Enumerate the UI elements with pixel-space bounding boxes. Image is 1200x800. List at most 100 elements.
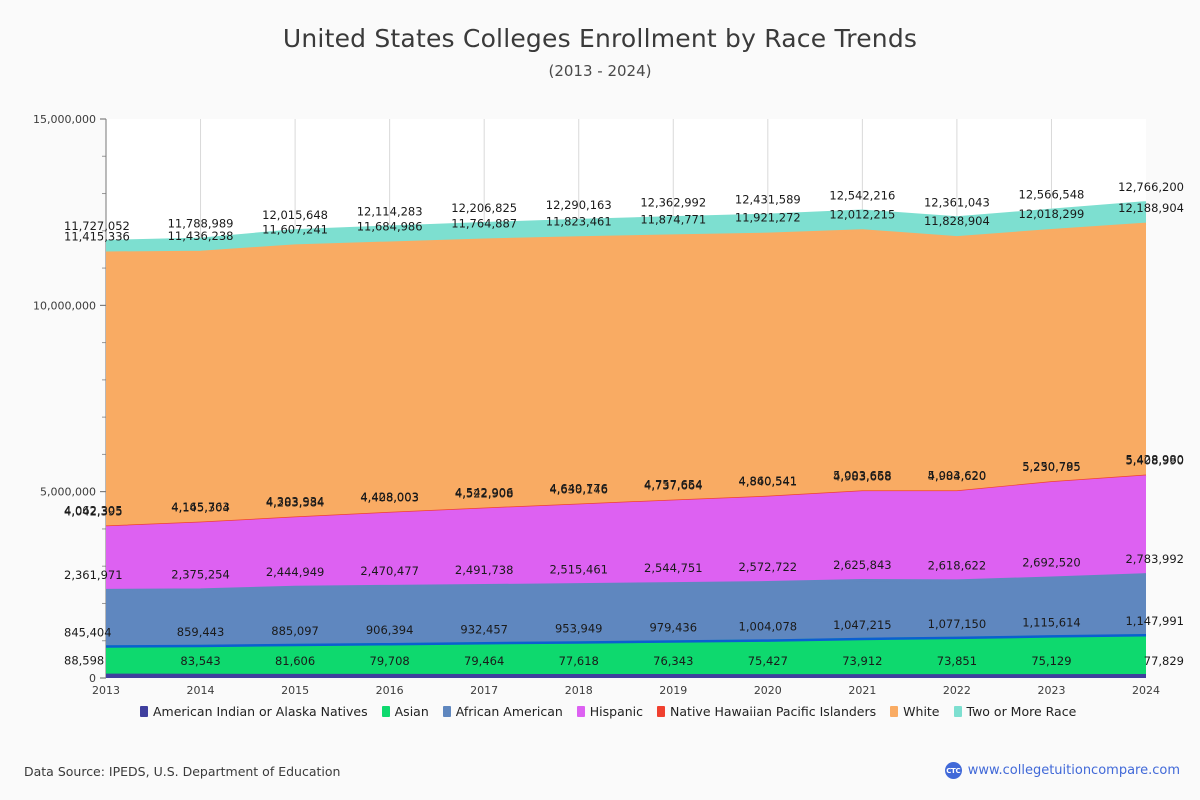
ctc-logo-icon: CTC: [944, 762, 962, 779]
data-point-label: 12,766,200: [1118, 180, 1184, 194]
data-point-label: 2,515,461: [549, 562, 608, 576]
legend-item[interactable]: Native Hawaiian Pacific Islanders: [657, 702, 876, 721]
data-point-label: 2,444,949: [266, 565, 325, 579]
data-point-label: 11,788,989: [168, 217, 234, 231]
x-axis-tick-label: 2014: [187, 684, 215, 697]
legend-label: African American: [455, 704, 563, 719]
site-link[interactable]: CTC www.collegetuitioncompare.com: [944, 762, 1180, 779]
data-point-label: 4,649,776: [549, 482, 608, 496]
legend-label: American Indian or Alaska Natives: [153, 704, 368, 719]
data-point-label: 5,250,785: [1022, 459, 1081, 473]
x-axis-tick-label: 2023: [1037, 684, 1065, 697]
data-point-label: 12,018,299: [1019, 207, 1085, 221]
data-point-label: 12,015,648: [262, 208, 328, 222]
data-point-label: 75,427: [748, 654, 788, 668]
data-point-label: 79,708: [370, 654, 410, 668]
legend-swatch-icon: [953, 706, 962, 717]
data-point-label: 2,618,622: [928, 558, 987, 572]
legend-item[interactable]: Two or More Race: [953, 702, 1076, 721]
data-point-label: 2,544,751: [644, 561, 703, 575]
data-point-label: 73,851: [937, 654, 977, 668]
data-point-label: 79,464: [464, 654, 504, 668]
data-point-label: 83,543: [180, 654, 220, 668]
x-axis-tick-label: 2015: [281, 684, 309, 697]
data-point-label: 859,443: [177, 625, 225, 639]
y-axis-tick-label: 15,000,000: [33, 113, 96, 126]
site-link-label: www.collegetuitioncompare.com: [967, 763, 1180, 778]
legend-item[interactable]: American Indian or Alaska Natives: [140, 702, 368, 721]
data-point-label: 11,436,238: [168, 229, 234, 243]
data-point-label: 5,003,658: [833, 469, 892, 483]
data-point-label: 11,415,336: [64, 230, 130, 244]
data-point-label: 4,840,541: [739, 475, 798, 489]
data-point-label: 4,303,934: [266, 495, 325, 509]
data-point-label: 12,290,163: [546, 198, 612, 212]
data-point-label: 1,147,991: [1125, 614, 1184, 628]
legend-item[interactable]: Asian: [381, 702, 429, 721]
data-point-label: 2,375,254: [171, 567, 230, 581]
data-point-label: 12,566,548: [1019, 188, 1085, 202]
data-point-label: 4,042,395: [64, 504, 123, 518]
data-point-label: 979,436: [649, 620, 697, 634]
legend-label: Asian: [394, 704, 429, 719]
data-point-label: 2,692,520: [1022, 556, 1081, 570]
data-point-label: 12,362,992: [640, 195, 706, 209]
data-point-label: 77,618: [559, 654, 599, 668]
data-point-label: 11,921,272: [735, 211, 801, 225]
legend-item[interactable]: Hispanic: [576, 702, 644, 721]
data-point-label: 4,860,541: [739, 474, 798, 488]
data-point-label: 11,823,461: [546, 214, 612, 228]
data-point-label: 77,829: [1144, 654, 1184, 668]
data-point-label: 4,408,003: [360, 491, 419, 505]
x-axis-tick-label: 2013: [92, 684, 120, 697]
data-point-label: 11,727,052: [64, 219, 130, 233]
legend-label: Hispanic: [589, 704, 644, 719]
data-point-label: 845,404: [64, 625, 112, 639]
data-point-label: 2,783,992: [1125, 552, 1184, 566]
legend-swatch-icon: [140, 706, 148, 717]
legend-item[interactable]: African American: [442, 702, 563, 721]
data-point-label: 4,737,664: [644, 478, 703, 492]
data-point-label: 932,457: [460, 622, 508, 636]
data-point-label: 1,077,150: [928, 617, 987, 631]
legend-swatch-icon: [381, 706, 390, 717]
chart-legend: American Indian or Alaska Natives Asian Af…: [140, 702, 1185, 721]
data-point-label: 906,394: [366, 623, 414, 637]
data-point-label: 12,361,043: [924, 195, 990, 209]
x-axis-tick-label: 2018: [565, 684, 593, 697]
x-axis-tick-label: 2016: [376, 684, 404, 697]
data-point-label: 4,283,584: [266, 495, 325, 509]
data-point-label: 88,598: [64, 654, 104, 668]
data-point-label: 1,004,078: [739, 620, 798, 634]
legend-item[interactable]: White: [890, 702, 940, 721]
data-point-label: 4,984,620: [928, 469, 987, 483]
data-point-label: 4,757,654: [644, 478, 703, 492]
data-source-note: Data Source: IPEDS, U.S. Department of E…: [24, 764, 341, 779]
legend-label: Native Hawaiian Pacific Islanders: [670, 704, 877, 719]
page-title: United States Colleges Enrollment by Rac…: [282, 24, 918, 53]
data-point-label: 4,165,763: [171, 500, 230, 514]
data-point-label: 81,606: [275, 654, 315, 668]
data-point-label: 5,408,990: [1125, 453, 1184, 467]
data-point-label: 4,630,146: [549, 482, 608, 496]
data-point-label: 12,188,904: [1118, 201, 1184, 215]
legend-swatch-icon: [442, 706, 451, 717]
data-point-label: 1,115,614: [1022, 615, 1081, 629]
data-point-label: 953,949: [555, 621, 603, 635]
data-point-label: 1,047,215: [833, 618, 892, 632]
data-point-label: 4,145,304: [171, 501, 230, 515]
data-point-label: 5,230,795: [1022, 460, 1081, 474]
y-axis-tick-label: 0: [89, 672, 96, 685]
data-point-label: 75,129: [1031, 654, 1071, 668]
legend-swatch-icon: [657, 706, 666, 717]
x-axis-tick-label: 2021: [848, 684, 876, 697]
data-point-label: 5,003,620: [928, 469, 987, 483]
data-point-label: 12,542,216: [829, 189, 895, 203]
data-point-label: 76,343: [653, 654, 693, 668]
data-point-label: 2,572,722: [739, 560, 798, 574]
data-point-label: 11,764,887: [451, 217, 517, 231]
data-point-label: 12,012,215: [829, 207, 895, 221]
x-axis-tick-label: 2024: [1132, 684, 1160, 697]
y-axis-tick-label: 5,000,000: [40, 486, 96, 499]
